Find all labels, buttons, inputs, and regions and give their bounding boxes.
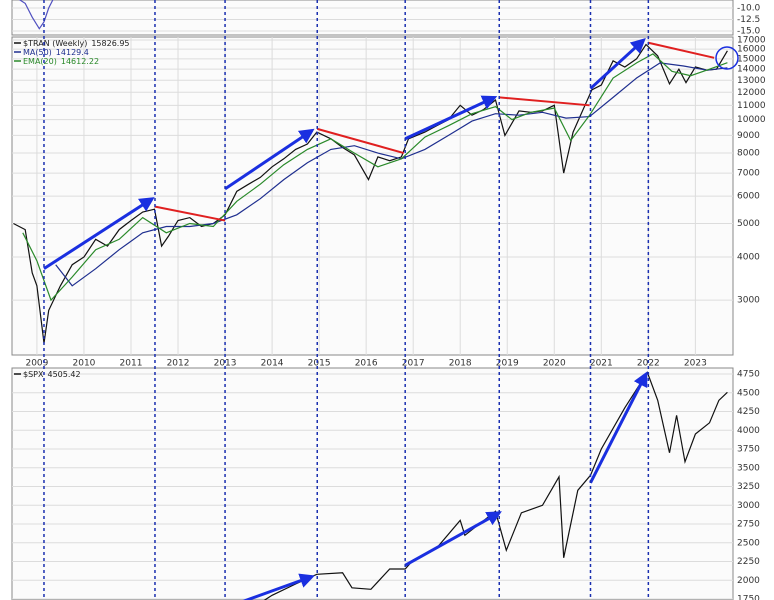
y-tick-label: 9000: [737, 131, 760, 141]
price-line: [22, 53, 728, 302]
y-tick-label: 15000: [737, 54, 766, 64]
trend-line: [404, 95, 498, 141]
legend-name: $SPX: [23, 370, 44, 379]
trend-line: [648, 41, 715, 59]
y-tick-label: 13000: [737, 76, 766, 86]
y-tick-label: 3750: [737, 445, 760, 455]
legend-value: 15826.95: [91, 39, 129, 48]
x-tick-label: 2014: [261, 359, 284, 369]
x-tick-label: 2009: [25, 359, 48, 369]
legend-value: 14612.22: [61, 57, 99, 66]
y-tick-label: 8000: [737, 149, 760, 159]
legend-name: $TRAN (Weekly): [23, 39, 87, 48]
y-tick-label: 2750: [737, 520, 760, 530]
y-tick-label: 3000: [737, 296, 760, 306]
trend-line: [404, 511, 502, 567]
price-line: [263, 371, 728, 600]
x-tick-label: 2010: [73, 359, 96, 369]
x-tick-label: 2021: [590, 359, 613, 369]
y-tick-label: 2250: [737, 557, 760, 567]
legend-name: MA(50): [23, 48, 52, 57]
trend-line: [43, 197, 155, 270]
y-tick-label: 6000: [737, 192, 760, 202]
trend-line: [499, 96, 590, 107]
y-tick-label: 2000: [737, 576, 760, 586]
trend-line: [242, 573, 315, 600]
y-tick-label: -10.0: [737, 4, 761, 14]
plot-area: [18, 0, 54, 30]
x-tick-label: 2017: [402, 359, 425, 369]
y-tick-label: 4000: [737, 426, 760, 436]
highlight-circle: [715, 46, 739, 70]
legend-value: 4505.42: [47, 370, 80, 379]
panel-frame: [11, 0, 734, 36]
trend-line: [589, 371, 648, 484]
y-tick-label: 4000: [737, 252, 760, 262]
y-tick-label: 7000: [737, 169, 760, 179]
legend-entry: MA(50) 14129.4: [23, 48, 89, 57]
y-tick-label: 11000: [737, 101, 766, 111]
plot-area: [242, 371, 728, 600]
y-tick-label: -15.0: [737, 26, 761, 36]
y-tick-label: 14000: [737, 65, 766, 75]
price-line: [18, 0, 54, 30]
plot-area: [13, 38, 728, 344]
panel-frame: [11, 367, 734, 600]
legend-name: EMA(20): [23, 57, 57, 66]
x-tick-label: 2018: [449, 359, 472, 369]
y-tick-label: 10000: [737, 115, 766, 125]
x-tick-label: 2020: [543, 359, 566, 369]
y-tick-label: 3250: [737, 482, 760, 492]
y-tick-label: 16000: [737, 45, 766, 55]
price-line: [55, 62, 728, 287]
legend-entry: $SPX 4505.42: [23, 370, 81, 379]
y-tick-label: 2500: [737, 538, 760, 548]
x-tick-label: 2013: [214, 359, 237, 369]
y-tick-label: 4750: [737, 370, 760, 380]
y-tick-label: 17000: [737, 36, 766, 46]
trend-line: [154, 205, 226, 222]
trend-line: [224, 128, 315, 191]
trend-line: [589, 38, 646, 90]
y-tick-label: 3000: [737, 501, 760, 511]
y-tick-label: 4250: [737, 407, 760, 417]
y-tick-label: 1750: [737, 595, 760, 600]
x-tick-label: 2012: [167, 359, 190, 369]
y-tick-label: -12.5: [737, 15, 760, 25]
price-line: [13, 43, 728, 344]
legend-entry: $TRAN (Weekly) 15826.95: [23, 39, 130, 48]
y-tick-label: 5000: [737, 219, 760, 229]
x-tick-label: 2015: [308, 359, 331, 369]
x-tick-label: 2019: [496, 359, 519, 369]
trend-line: [316, 127, 405, 155]
legend-value: 14129.4: [56, 48, 89, 57]
legend-entry: EMA(20) 14612.22: [23, 57, 99, 66]
x-tick-label: 2011: [120, 359, 143, 369]
x-tick-label: 2022: [637, 359, 660, 369]
y-tick-label: 4500: [737, 388, 760, 398]
y-tick-label: 3500: [737, 463, 760, 473]
x-tick-label: 2016: [355, 359, 378, 369]
x-tick-label: 2023: [684, 359, 707, 369]
y-tick-label: 12000: [737, 88, 766, 98]
